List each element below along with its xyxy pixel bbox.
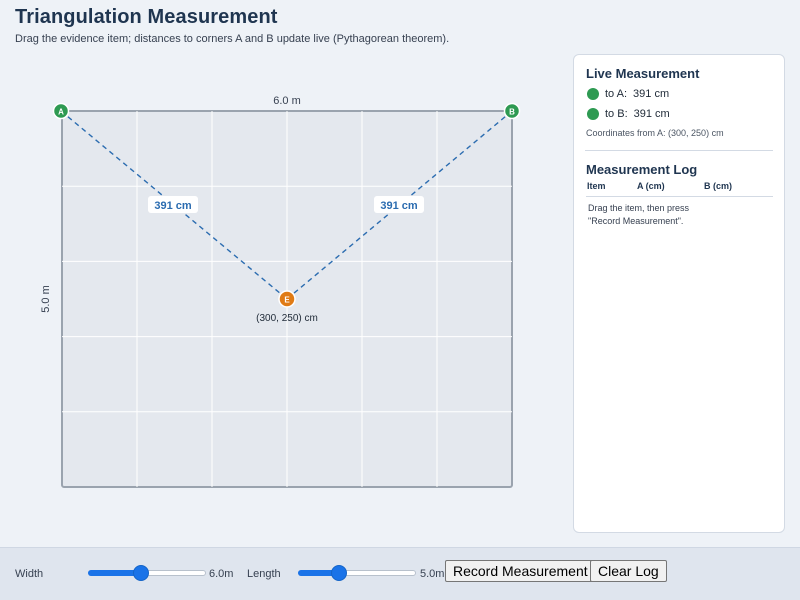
log-column-item: Item bbox=[587, 181, 606, 191]
corner-a-marker: A bbox=[52, 102, 70, 120]
header: Triangulation Measurement Drag the evide… bbox=[15, 6, 449, 45]
log-column-a: A (cm) bbox=[637, 181, 665, 191]
distance-badge-b: 391 cm bbox=[374, 196, 424, 213]
corner-b-label: B bbox=[509, 108, 515, 117]
length-value: 5.0m bbox=[420, 568, 445, 580]
coordinates-from-a: Coordinates from A: (300, 250) cm bbox=[586, 128, 724, 138]
distance-to-b-value: 391 cm bbox=[633, 108, 670, 120]
evidence-marker-label: E bbox=[284, 296, 290, 305]
length-slider[interactable] bbox=[298, 565, 416, 581]
page-subtitle: Drag the evidence item; distances to cor… bbox=[15, 33, 450, 45]
controls-bar: Width 6.0m Length 5.0m Record Measuremen… bbox=[0, 547, 800, 600]
corner-a-label: A bbox=[58, 108, 64, 117]
width-slider-fill bbox=[88, 570, 141, 576]
room-diagram: 6.0 m 5.0 m 391 cm 391 cm A B E (300, 25… bbox=[40, 95, 521, 488]
room-grid bbox=[62, 111, 512, 487]
log-column-b: B (cm) bbox=[704, 181, 733, 191]
evidence-item[interactable]: E bbox=[278, 290, 296, 308]
distance-to-a-value: 391 cm bbox=[633, 88, 670, 100]
length-label: Length bbox=[247, 568, 281, 580]
page-title: Triangulation Measurement bbox=[15, 6, 278, 28]
live-measurement-title: Live Measurement bbox=[586, 66, 700, 81]
status-dot-icon bbox=[587, 88, 599, 100]
distance-to-b-row: to B: 391 cm bbox=[587, 108, 670, 120]
log-table-header: Item A (cm) B (cm) bbox=[586, 180, 773, 197]
room-width-label: 6.0 m bbox=[273, 95, 301, 107]
corner-b-marker: B bbox=[503, 102, 521, 120]
length-slider-thumb[interactable] bbox=[330, 565, 347, 581]
clear-log-button[interactable]: Clear Log bbox=[590, 560, 667, 582]
length-slider-fill bbox=[298, 570, 339, 576]
record-measurement-button[interactable]: Record Measurement bbox=[445, 560, 596, 582]
room-length-label: 5.0 m bbox=[40, 285, 52, 313]
distance-to-a-label: to A: bbox=[605, 88, 628, 100]
evidence-coordinates: (300, 250) cm bbox=[256, 313, 318, 324]
width-label: Width bbox=[15, 568, 44, 580]
width-slider-thumb[interactable] bbox=[132, 565, 149, 581]
distance-to-b-label: to B: bbox=[605, 108, 628, 120]
width-slider[interactable] bbox=[88, 565, 206, 581]
distance-to-a-row: to A: 391 cm bbox=[587, 88, 669, 100]
panel-divider bbox=[585, 150, 773, 151]
log-empty-message: Drag the item, then press "Record Measur… bbox=[588, 203, 690, 226]
measurement-panel: Live Measurement to A: 391 cm to B: 391 … bbox=[573, 54, 785, 533]
distance-badge-a: 391 cm bbox=[148, 196, 198, 213]
status-dot-icon bbox=[587, 108, 599, 120]
distance-label-a: 391 cm bbox=[154, 200, 192, 212]
measurement-log-title: Measurement Log bbox=[586, 162, 698, 177]
width-value: 6.0m bbox=[209, 568, 234, 580]
distance-label-b: 391 cm bbox=[380, 200, 418, 212]
